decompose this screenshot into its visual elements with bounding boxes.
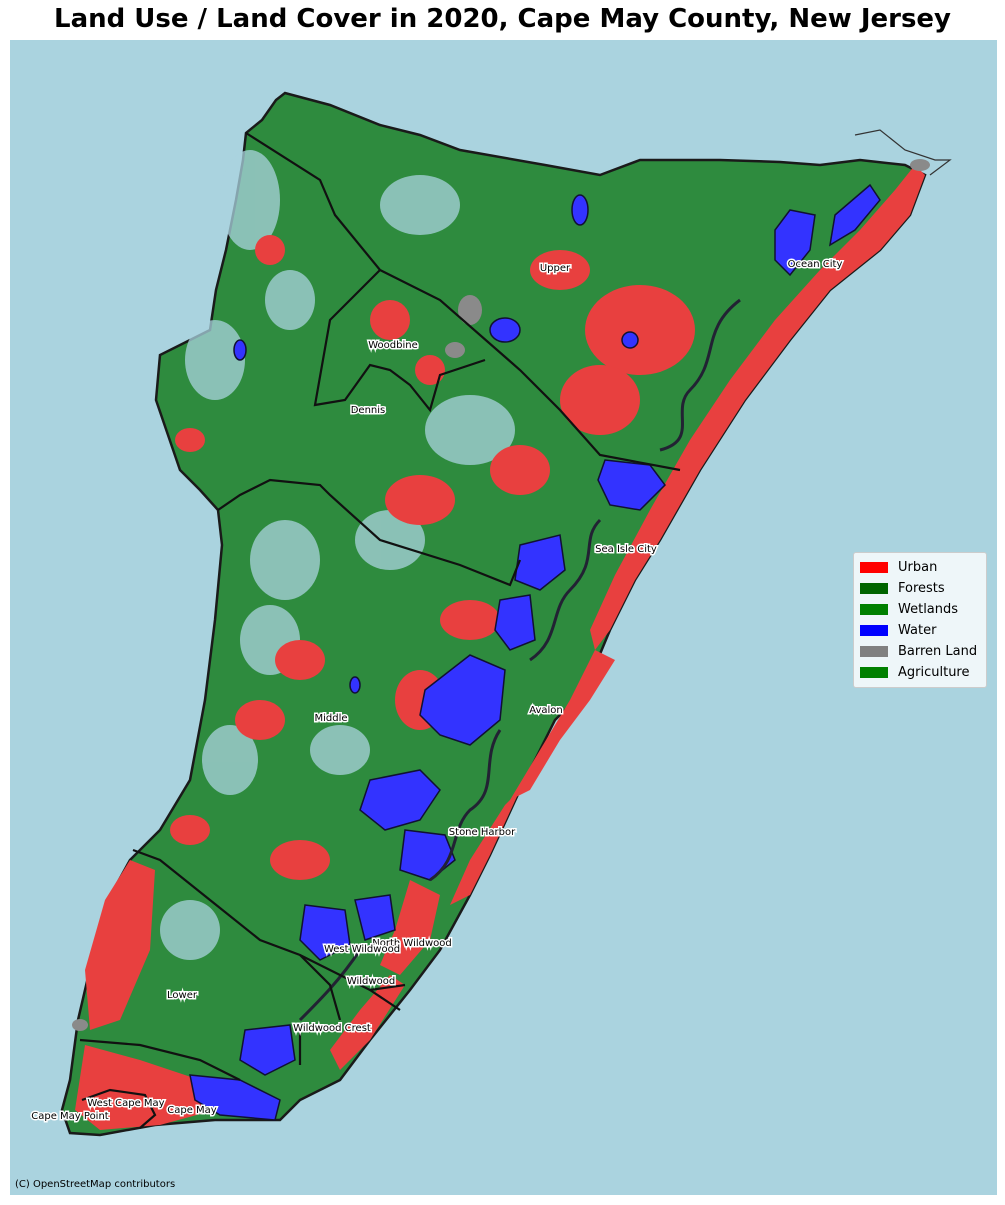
- barren-land-swatch-icon: [860, 646, 888, 657]
- legend-label: Water: [898, 623, 937, 638]
- label-north-wildwood: North Wildwood: [372, 938, 451, 949]
- label-wildwood-crest: Wildwood Crest: [293, 1023, 371, 1034]
- label-west-cape-may: West Cape May: [87, 1098, 164, 1109]
- legend-item-agriculture: Agriculture: [860, 662, 980, 683]
- label-middle: Middle: [314, 713, 347, 724]
- wetlands-swatch-icon: [860, 604, 888, 615]
- label-dennis: Dennis: [351, 405, 386, 416]
- map-frame[interactable]: Upper Ocean City Woodbine Dennis Sea Isl…: [10, 40, 997, 1195]
- label-sea-isle-city: Sea Isle City: [595, 544, 657, 555]
- legend-item-barren-land: Barren Land: [860, 641, 980, 662]
- offshore-outline: [854, 129, 952, 176]
- municipal-boundaries: [79, 132, 681, 1129]
- label-ocean-city: Ocean City: [788, 259, 843, 270]
- water-swatch-icon: [860, 625, 888, 636]
- legend-item-forests: Forests: [860, 578, 980, 599]
- legend-label: Agriculture: [898, 665, 970, 680]
- map-attribution: (C) OpenStreetMap contributors: [15, 1179, 176, 1190]
- legend-item-wetlands: Wetlands: [860, 599, 980, 620]
- county-map[interactable]: Upper Ocean City Woodbine Dennis Sea Isl…: [10, 40, 997, 1195]
- label-wildwood: Wildwood: [347, 976, 395, 987]
- legend-label: Forests: [898, 581, 945, 596]
- label-cape-may: Cape May: [167, 1105, 217, 1116]
- label-lower: Lower: [167, 990, 198, 1001]
- legend-label: Urban: [898, 560, 938, 575]
- urban-swatch-icon: [860, 562, 888, 573]
- label-west-wildwood: West Wildwood: [324, 944, 400, 955]
- label-upper: Upper: [540, 263, 571, 274]
- label-woodbine: Woodbine: [368, 340, 418, 351]
- forests-swatch-icon: [860, 583, 888, 594]
- label-avalon: Avalon: [529, 705, 563, 716]
- agriculture-swatch-icon: [860, 667, 888, 678]
- map-title: Land Use / Land Cover in 2020, Cape May …: [54, 4, 951, 34]
- urban-areas: [75, 165, 925, 1130]
- legend-item-water: Water: [860, 620, 980, 641]
- label-cape-may-point: Cape May Point: [31, 1111, 109, 1122]
- water-bodies: [189, 183, 881, 1121]
- legend-label: Barren Land: [898, 644, 978, 659]
- legend-label: Wetlands: [898, 602, 959, 617]
- barren-land-areas: [72, 159, 930, 1031]
- map-legend: Urban Forests Wetlands Water Barren Land…: [853, 552, 987, 688]
- label-stone-harbor: Stone Harbor: [449, 827, 516, 838]
- legend-item-urban: Urban: [860, 557, 980, 578]
